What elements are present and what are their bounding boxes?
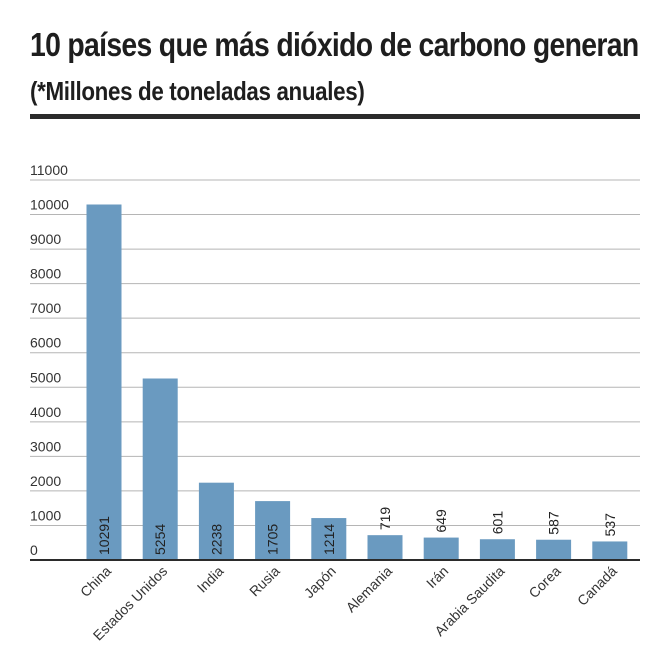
value-label: 5254	[152, 524, 168, 555]
bar	[592, 541, 628, 560]
chart-subtitle: (*Millones de toneladas anuales)	[30, 76, 365, 106]
title-rule	[30, 114, 640, 119]
category-label: Japón	[301, 563, 339, 601]
y-axis-ticks: 0 1000 2000 3000 4000 5000 6000 7000 8000 9000 100…	[30, 162, 69, 558]
y-tick-label: 2000	[30, 473, 61, 489]
y-tick-label: 11000	[30, 162, 68, 178]
y-tick-label: 8000	[30, 266, 61, 282]
bar	[255, 501, 291, 560]
value-label: 649	[433, 509, 449, 533]
bar	[142, 378, 178, 560]
bars	[86, 204, 628, 560]
y-tick-label: 10000	[30, 197, 69, 213]
bar	[479, 539, 515, 560]
value-label: 587	[546, 511, 562, 535]
bar	[198, 482, 234, 560]
y-tick-label: 1000	[30, 507, 61, 523]
y-tick-label: 5000	[30, 369, 61, 385]
category-label: India	[194, 563, 227, 596]
y-tick-label: 0	[30, 542, 38, 558]
gridlines	[30, 179, 640, 526]
y-tick-label: 6000	[30, 335, 61, 351]
y-tick-label: 9000	[30, 231, 61, 247]
value-label: 719	[377, 507, 393, 531]
value-labels: 10291 5254 2238 1705 1214 719 649 601 587 537	[96, 507, 618, 555]
value-label: 1705	[265, 524, 281, 555]
value-label: 601	[489, 511, 505, 535]
value-label: 537	[602, 513, 618, 537]
chart-title: 10 países que más dióxido de carbono gen…	[30, 26, 639, 63]
bar	[423, 537, 459, 560]
value-label: 1214	[321, 524, 337, 555]
y-tick-label: 4000	[30, 404, 61, 420]
value-label: 2238	[208, 524, 224, 555]
category-label: Irán	[423, 563, 451, 591]
value-label: 10291	[96, 516, 112, 555]
category-label: Rusia	[246, 563, 283, 600]
bar	[311, 518, 347, 560]
category-label: Canadá	[574, 563, 620, 609]
category-label: Alemania	[343, 563, 396, 616]
bar	[367, 535, 403, 560]
y-tick-label: 7000	[30, 300, 61, 316]
y-tick-label: 3000	[30, 438, 61, 454]
category-label: China	[77, 563, 114, 600]
bar	[86, 204, 122, 560]
bar	[536, 539, 572, 560]
category-label: Corea	[525, 563, 563, 601]
